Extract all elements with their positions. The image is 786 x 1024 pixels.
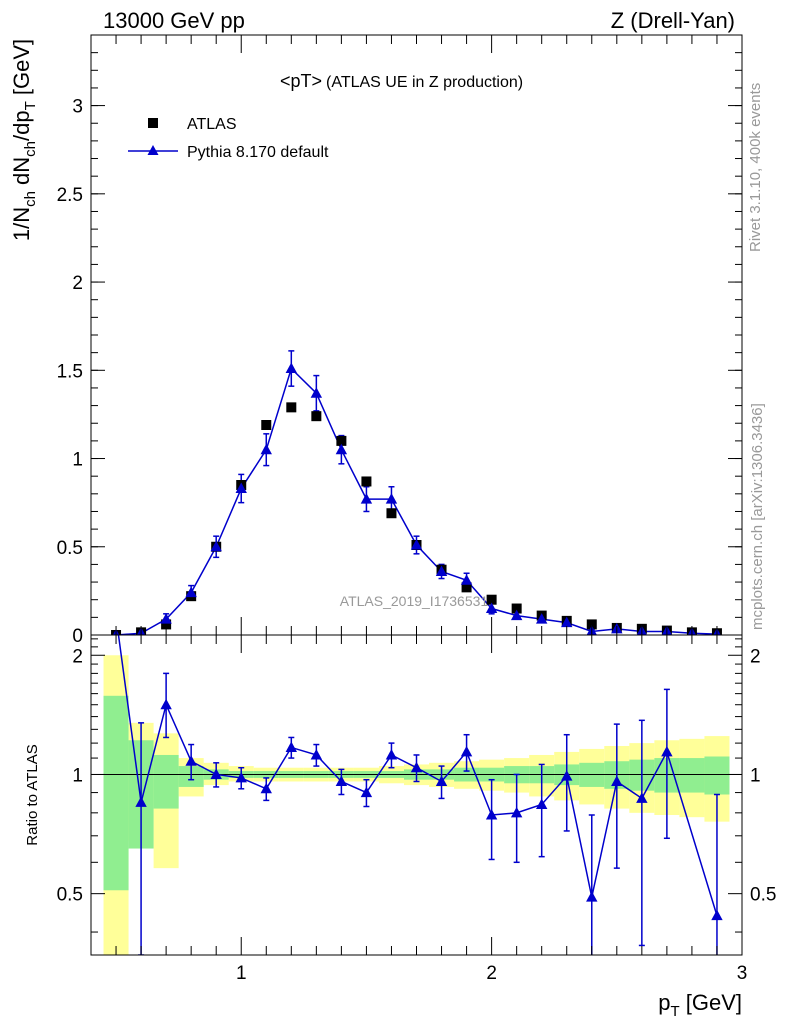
atlas-point xyxy=(311,411,322,422)
ratio-pythia-point xyxy=(535,798,548,809)
ratio-inner-band-bin xyxy=(704,756,730,795)
ratio-pythia-point xyxy=(435,775,448,786)
atlas-point xyxy=(586,619,597,630)
pythia-point xyxy=(310,387,323,398)
pythia-point xyxy=(335,443,348,455)
pythia-point xyxy=(561,616,573,628)
ratio-pythia-point xyxy=(586,891,598,902)
ratio-pythia-point xyxy=(561,770,573,781)
ratio-y-tick-label: 0.5 xyxy=(57,885,83,906)
main-y-tick-label: 0 xyxy=(72,626,83,647)
legend-pythia-label: Pythia 8.170 default xyxy=(187,144,329,161)
process-label: Z (Drell-Yan) xyxy=(611,8,735,33)
main-y-axis-label: 1/Nch dNch/dpT [GeV] xyxy=(9,39,39,241)
pythia-point xyxy=(360,493,373,504)
pythia-point xyxy=(510,609,523,621)
ratio-pythia-point xyxy=(310,748,323,760)
atlas-point xyxy=(336,435,347,446)
main-y-tick-label: 0.5 xyxy=(57,538,83,559)
ratio-pythia-point xyxy=(385,748,398,760)
main-title: <pT> xyxy=(280,71,322,91)
pythia-point xyxy=(485,602,498,614)
main-y-tick-label: 2 xyxy=(72,273,83,294)
main-y-tick-label: 1.5 xyxy=(57,361,83,382)
ratio-inner-band-bin xyxy=(103,695,129,891)
atlas-point xyxy=(511,603,522,614)
ratio-pythia-point xyxy=(285,741,298,752)
rivet-label: Rivet 3.1.10, 400k events xyxy=(747,83,764,252)
ratio-pythia-point xyxy=(335,775,348,786)
pythia-point xyxy=(410,539,423,550)
pythia-point xyxy=(160,613,172,624)
atlas-point xyxy=(386,508,397,519)
energy-label: 13000 GeV pp xyxy=(103,8,245,33)
ratio-pythia-point xyxy=(210,768,222,779)
main-y-tick-label: 3 xyxy=(72,97,83,118)
ratio-y-axis-label: Ratio to ATLAS xyxy=(24,744,41,845)
pythia-point xyxy=(535,613,548,624)
legend-atlas-marker xyxy=(148,118,158,128)
ratio-pythia-point xyxy=(185,755,197,766)
main-series-layer xyxy=(111,350,722,635)
legend: ATLAS Pythia 8.170 default xyxy=(128,116,329,161)
mcplots-label: mcplots.cern.ch [arXiv:1306.3436] xyxy=(749,403,766,630)
atlas-point xyxy=(486,594,497,605)
ratio-panel: 0.5 0.5 1 1 2 2 1 2 3 Ratio to ATLAS pT [GeV] xyxy=(24,611,776,1020)
x-tick-label: 3 xyxy=(737,963,748,984)
ratio-inner-band-bin xyxy=(679,758,705,793)
atlas-point xyxy=(461,582,472,593)
legend-atlas-label: ATLAS xyxy=(187,116,237,133)
ratio-y-tick-label-right: 0.5 xyxy=(750,885,776,906)
ratio-pythia-point xyxy=(711,909,723,921)
pythia-point xyxy=(435,565,448,576)
atlas-point xyxy=(261,420,272,430)
pythia-point xyxy=(235,482,247,494)
ratio-pythia-point xyxy=(611,775,623,786)
pythia-point xyxy=(285,362,298,374)
ratio-y-tick-label: 2 xyxy=(72,646,83,667)
ratio-pythia-point xyxy=(235,771,247,783)
main-y-tick-label: 1 xyxy=(72,450,83,471)
ratio-inner-band-bin xyxy=(153,754,179,809)
ratio-pythia-point xyxy=(160,698,172,710)
pythia-point xyxy=(260,443,272,455)
ratio-pythia-point xyxy=(410,761,423,773)
atlas-point xyxy=(286,402,297,413)
ratio-y-tick-label: 1 xyxy=(72,765,83,786)
ratio-pythia-point xyxy=(510,806,523,818)
ratio-pythia-point xyxy=(485,808,498,820)
ratio-pythia-point xyxy=(260,782,272,794)
ratio-bands-layer xyxy=(91,611,742,955)
ratio-y-tick-label-right: 1 xyxy=(750,765,761,786)
pythia-point xyxy=(460,574,473,585)
ratio-y-tick-label-right: 2 xyxy=(750,646,761,667)
legend-pythia-marker xyxy=(147,145,159,155)
atlas-point xyxy=(361,476,372,487)
ratio-pythia-point xyxy=(110,611,121,622)
pythia-point xyxy=(185,586,197,598)
ratio-pythia-line xyxy=(117,635,718,916)
x-tick-label: 2 xyxy=(486,963,497,984)
ratio-pythia-point xyxy=(636,792,648,803)
x-tick-label: 1 xyxy=(236,963,247,984)
atlas-point xyxy=(161,619,172,630)
main-subtitle: (ATLAS UE in Z production) xyxy=(326,74,523,91)
ratio-pythia-point xyxy=(460,745,473,757)
pythia-point xyxy=(210,540,222,552)
ratio-pythia-point xyxy=(661,745,673,757)
x-axis-label: pT [GeV] xyxy=(658,990,742,1020)
main-y-tick-label: 2.5 xyxy=(57,185,83,206)
pythia-point xyxy=(385,493,398,504)
ratio-pythia-point xyxy=(135,796,147,807)
ratio-pythia-point xyxy=(360,786,373,798)
watermark-label: ATLAS_2019_I1736531 xyxy=(340,593,489,609)
main-panel: 0 0.5 1 1.5 2 2.5 3 <pT> (ATLAS UE in Z produc… xyxy=(9,34,743,647)
